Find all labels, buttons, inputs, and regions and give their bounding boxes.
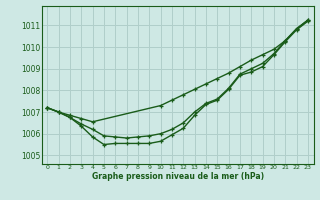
X-axis label: Graphe pression niveau de la mer (hPa): Graphe pression niveau de la mer (hPa) bbox=[92, 172, 264, 181]
